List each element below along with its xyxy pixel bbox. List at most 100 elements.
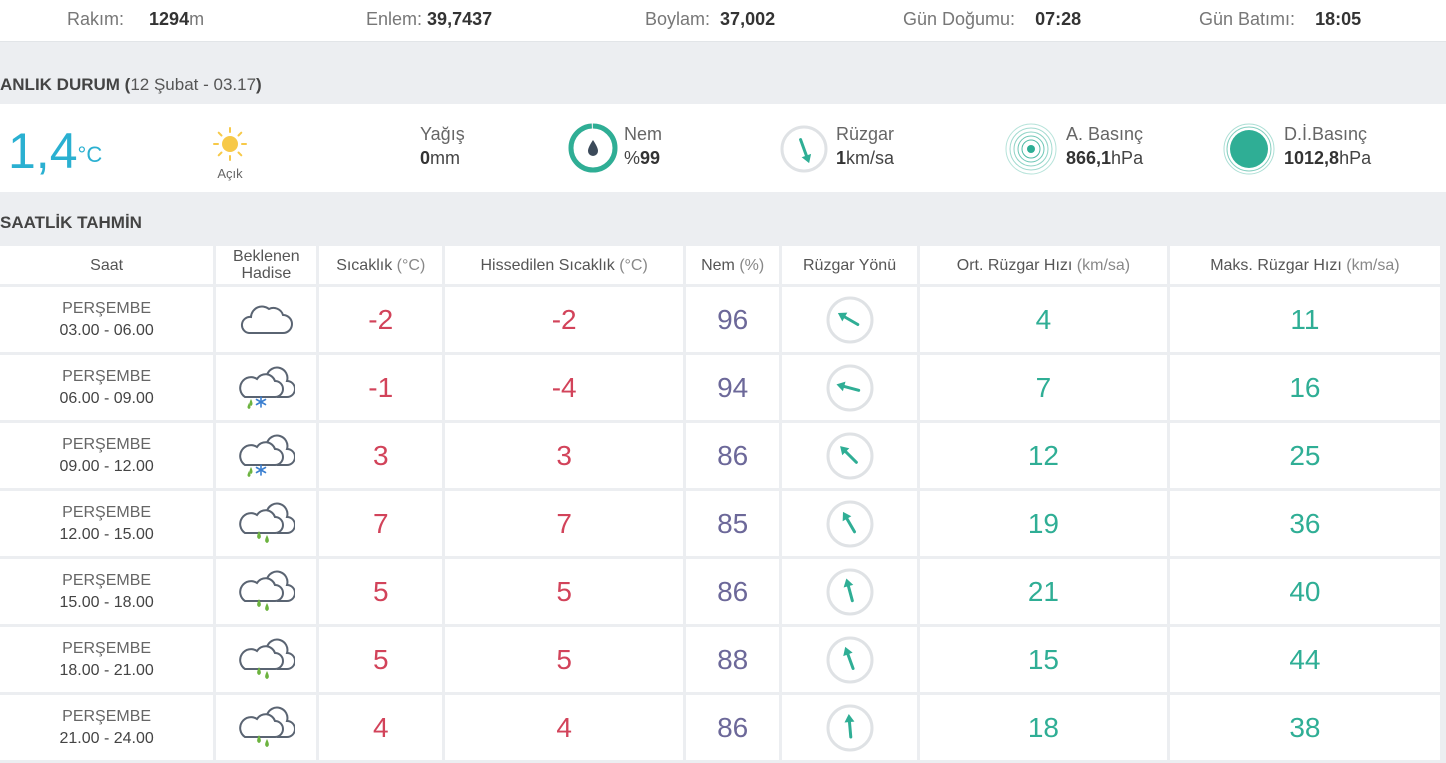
wind-arrow-icon — [826, 568, 874, 615]
row-day: PERŞEMBE — [62, 707, 152, 725]
wind-arrow-icon — [826, 636, 874, 683]
header-feels-label: Hissedilen Sıcaklık — [480, 256, 620, 274]
row-time: PERŞEMBE 12.00 - 15.00 — [0, 491, 214, 556]
hourly-section-title: SAATLİK TAHMİN — [0, 213, 142, 232]
row-wind-dir — [781, 491, 918, 556]
row-temp-value: -2 — [368, 303, 394, 335]
table-row: PERŞEMBE 12.00 - 15.00 7 7 85 19 36 — [0, 491, 1440, 556]
header-event-line1: Beklenen — [232, 248, 300, 265]
header-wind-dir-label: Rüzgar Yönü — [802, 256, 897, 274]
row-max-wind-value: 25 — [1289, 439, 1321, 471]
row-max-wind: 25 — [1169, 423, 1440, 488]
table-row: PERŞEMBE 03.00 - 06.00 -2 -2 96 4 11 — [0, 287, 1440, 352]
rain-value: 0 — [420, 148, 431, 168]
row-avg-wind: 15 — [920, 627, 1167, 692]
row-time: PERŞEMBE 21.00 - 24.00 — [0, 695, 214, 760]
pressure-value: 866,1 — [1066, 148, 1112, 168]
row-day: PERŞEMBE — [62, 571, 152, 589]
sea-pressure-icon — [1223, 123, 1275, 175]
row-humidity-value: 88 — [717, 643, 749, 675]
wind-metric: Rüzgar 1km/sa — [836, 122, 894, 170]
row-avg-wind: 7 — [920, 355, 1167, 420]
sunset-value: 18:05 — [1315, 9, 1362, 29]
rain-label: Yağış — [420, 124, 465, 144]
rain-icon — [237, 638, 296, 679]
row-avg-wind: 18 — [920, 695, 1167, 760]
latitude-info: Enlem: 39,7437 — [366, 9, 492, 30]
current-temp-unit: °C — [77, 142, 103, 167]
latitude-label: Enlem: — [366, 9, 423, 29]
row-event — [216, 423, 317, 488]
row-time: PERŞEMBE 18.00 - 21.00 — [0, 627, 214, 692]
row-day: PERŞEMBE — [62, 435, 152, 453]
row-wind-dir — [781, 355, 918, 420]
row-time-range: 21.00 - 24.00 — [59, 729, 154, 747]
row-day: PERŞEMBE — [62, 299, 152, 317]
row-avg-wind-value: 18 — [1027, 711, 1060, 743]
cloudy-icon — [237, 304, 295, 334]
sea-pressure-metric: D.İ.Basınç 1012,8hPa — [1284, 122, 1371, 170]
row-temp: 3 — [319, 423, 442, 488]
row-feels-value: 5 — [556, 643, 572, 675]
row-humidity-value: 86 — [717, 575, 749, 607]
header-avg-wind: Ort. Rüzgar Hızı (km/sa) — [920, 246, 1167, 284]
wind-value: 1 — [836, 148, 847, 168]
row-event — [216, 627, 317, 692]
row-temp: 5 — [319, 559, 442, 624]
altitude-label: Rakım: — [67, 9, 125, 29]
row-max-wind-value: 38 — [1289, 711, 1321, 743]
row-max-wind-value: 40 — [1289, 575, 1321, 607]
row-avg-wind-value: 19 — [1027, 507, 1060, 539]
row-event — [216, 559, 317, 624]
snow-rain-icon — [237, 366, 296, 409]
row-feels: 5 — [444, 627, 684, 692]
header-max-wind: Maks. Rüzgar Hızı (km/sa) — [1169, 246, 1440, 284]
sea-pressure-value: 1012,8 — [1284, 148, 1340, 168]
header-event: Beklenen Hadise — [216, 246, 317, 284]
row-temp: -2 — [319, 287, 442, 352]
row-day: PERŞEMBE — [62, 367, 152, 385]
row-time: PERŞEMBE 03.00 - 06.00 — [0, 287, 214, 352]
row-wind-dir — [781, 695, 918, 760]
current-conditions-panel: 1,4°C Açık Yağış 0mm Nem %99 — [0, 104, 1446, 192]
sea-pressure-label: D.İ.Basınç — [1284, 124, 1368, 144]
row-feels: 3 — [444, 423, 684, 488]
sea-pressure-unit: hPa — [1339, 148, 1372, 168]
header-avg-wind-unit: (km/sa) — [1076, 256, 1131, 274]
table-row: PERŞEMBE 09.00 - 12.00 3 3 86 12 25 — [0, 423, 1440, 488]
wind-arrow-icon — [826, 296, 874, 343]
pressure-metric: A. Basınç 866,1hPa — [1066, 122, 1143, 170]
location-info-bar: Rakım: 1294m Enlem: 39,7437 Boylam: 37,0… — [0, 0, 1446, 42]
row-max-wind: 38 — [1169, 695, 1440, 760]
rain-icon — [237, 706, 296, 747]
header-avg-wind-label: Ort. Rüzgar Hızı — [956, 256, 1077, 274]
row-max-wind: 11 — [1169, 287, 1440, 352]
header-feels: Hissedilen Sıcaklık (°C) — [444, 246, 684, 284]
row-max-wind-value: 36 — [1289, 507, 1321, 539]
row-avg-wind: 4 — [920, 287, 1167, 352]
row-avg-wind-value: 21 — [1027, 575, 1060, 607]
row-max-wind-value: 44 — [1289, 643, 1321, 675]
sun-icon — [213, 127, 247, 161]
row-avg-wind-value: 4 — [1035, 303, 1052, 335]
row-humidity: 88 — [686, 627, 779, 692]
header-humidity-unit: (%) — [739, 256, 765, 274]
row-feels-value: 4 — [556, 711, 572, 743]
table-row: PERŞEMBE 21.00 - 24.00 4 4 86 18 38 — [0, 695, 1440, 760]
header-event-line2: Hadise — [241, 265, 292, 282]
altitude-unit: m — [189, 9, 205, 29]
sunrise-value: 07:28 — [1035, 9, 1082, 29]
rain-unit: mm — [430, 148, 461, 168]
header-max-wind-label: Maks. Rüzgar Hızı — [1210, 256, 1347, 274]
table-row: PERŞEMBE 15.00 - 18.00 5 5 86 21 40 — [0, 559, 1440, 624]
row-event — [216, 491, 317, 556]
row-temp: -1 — [319, 355, 442, 420]
row-time-range: 12.00 - 15.00 — [59, 525, 154, 543]
row-avg-wind: 19 — [920, 491, 1167, 556]
altitude-value: 1294 — [149, 9, 190, 29]
row-event — [216, 695, 317, 760]
row-event — [216, 355, 317, 420]
table-header-row: Saat Beklenen Hadise Sıcaklık (°C) Hissed… — [0, 246, 1440, 284]
row-wind-dir — [781, 559, 918, 624]
row-temp-value: 7 — [372, 507, 389, 539]
